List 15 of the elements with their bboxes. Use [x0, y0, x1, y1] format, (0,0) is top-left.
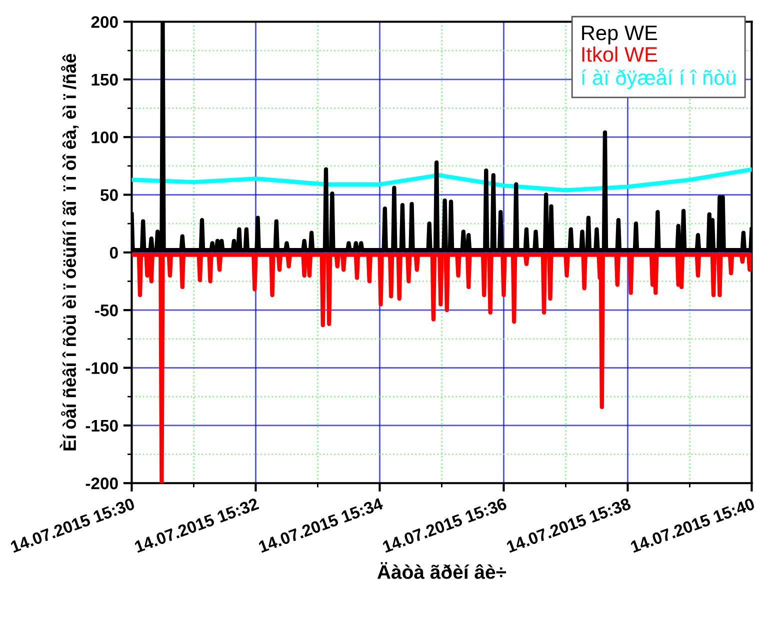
y-axis-title: Èí òåí ñèâí î ñòü èì ï óëüñí î ãî ï î òî êà, èì ï /ñåê — [60, 54, 79, 450]
text: Rep WE — [582, 26, 658, 44]
line-series — [132, 167, 752, 192]
y-tick-label: -200 — [86, 478, 118, 490]
x-axis-title: Äàòà ãðèí âè÷ — [377, 562, 506, 579]
text: Itkol WE — [582, 46, 658, 62]
y-tick-label: 0 — [110, 246, 118, 259]
y-tick-label: -150 — [86, 420, 118, 432]
y-tick-label: 50 — [100, 189, 118, 201]
y-tick-label: -50 — [95, 304, 118, 316]
text: í àï ðÿæåí í î ñòü — [582, 68, 736, 90]
y-tick-label: 150 — [92, 74, 118, 86]
y-tick-label: 100 — [92, 131, 118, 144]
y-tick-label: -100 — [86, 362, 118, 374]
y-tick-label: 200 — [91, 16, 118, 28]
